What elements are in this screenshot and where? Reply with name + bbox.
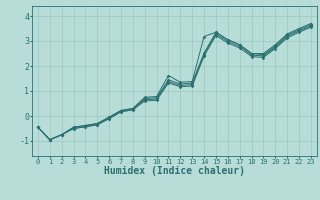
X-axis label: Humidex (Indice chaleur): Humidex (Indice chaleur)	[104, 166, 245, 176]
